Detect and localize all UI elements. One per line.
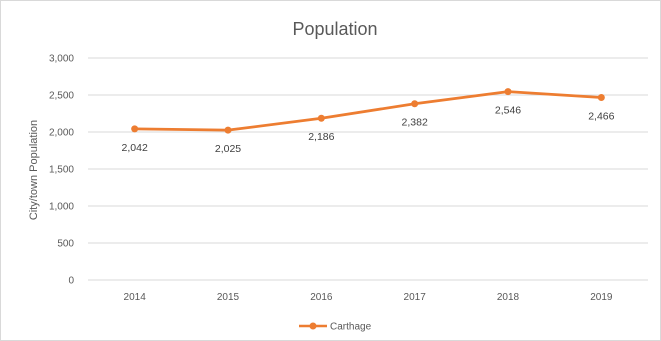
data-point[interactable] <box>504 88 512 96</box>
data-point[interactable] <box>131 125 139 133</box>
data-point[interactable] <box>224 126 232 134</box>
x-tick-label: 2016 <box>310 292 333 303</box>
chart-title: Population <box>292 19 377 39</box>
data-label: 2,382 <box>402 117 428 129</box>
x-tick-label: 2018 <box>497 292 520 303</box>
data-point[interactable] <box>597 94 605 102</box>
data-point[interactable] <box>411 100 419 108</box>
y-tick-label: 500 <box>57 239 74 250</box>
data-label: 2,186 <box>308 131 334 143</box>
legend[interactable]: Carthage <box>299 322 372 333</box>
x-tick-label: 2019 <box>590 292 613 303</box>
legend-label-carthage: Carthage <box>330 322 372 333</box>
series-carthage <box>131 88 605 134</box>
y-tick-label: 0 <box>68 276 74 287</box>
y-axis-title: City/town Population <box>28 120 40 220</box>
x-tick-label: 2015 <box>217 292 240 303</box>
data-labels: 2,042 2,025 2,186 2,382 2,546 2,466 <box>122 105 615 156</box>
y-tick-label: 2,000 <box>49 128 74 139</box>
series-line <box>133 90 603 132</box>
x-axis-ticks: 2014 2015 2016 2017 2018 2019 <box>124 292 613 303</box>
data-point[interactable] <box>317 114 325 122</box>
y-tick-label: 2,500 <box>49 91 74 102</box>
x-tick-label: 2014 <box>124 292 147 303</box>
x-tick-label: 2017 <box>404 292 427 303</box>
data-label: 2,466 <box>588 111 614 123</box>
legend-marker <box>309 322 317 330</box>
gridlines <box>88 57 648 281</box>
y-tick-label: 1,500 <box>49 165 74 176</box>
data-label: 2,025 <box>215 143 241 155</box>
y-axis-ticks: 0 500 1,000 1,500 2,000 2,500 3,000 <box>49 54 74 287</box>
data-label: 2,042 <box>122 142 148 154</box>
y-tick-label: 3,000 <box>49 54 74 65</box>
data-label: 2,546 <box>495 105 521 117</box>
y-tick-label: 1,000 <box>49 202 74 213</box>
